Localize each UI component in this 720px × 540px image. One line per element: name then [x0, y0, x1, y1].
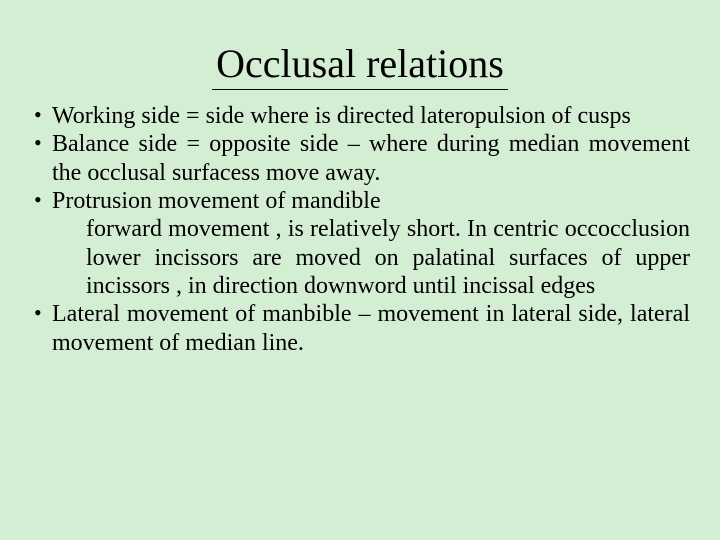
slide: Occlusal relations Working side = side w… [0, 0, 720, 540]
list-item: Protrusion movement of mandible forward … [30, 187, 690, 300]
list-item: Lateral movement of manbible – movement … [30, 300, 690, 357]
bullet-text: Balance side = opposite side – where dur… [52, 131, 690, 185]
bullet-text: Lateral movement of manbible – movement … [52, 301, 690, 355]
bullet-text: Protrusion movement of mandible [52, 188, 381, 214]
bullet-text: Working side = side where is directed la… [52, 103, 631, 129]
bullet-list: Working side = side where is directed la… [30, 102, 690, 357]
bullet-subtext: forward movement , is relatively short. … [52, 215, 690, 300]
list-item: Balance side = opposite side – where dur… [30, 130, 690, 187]
list-item: Working side = side where is directed la… [30, 102, 690, 130]
slide-title: Occlusal relations [212, 40, 508, 90]
